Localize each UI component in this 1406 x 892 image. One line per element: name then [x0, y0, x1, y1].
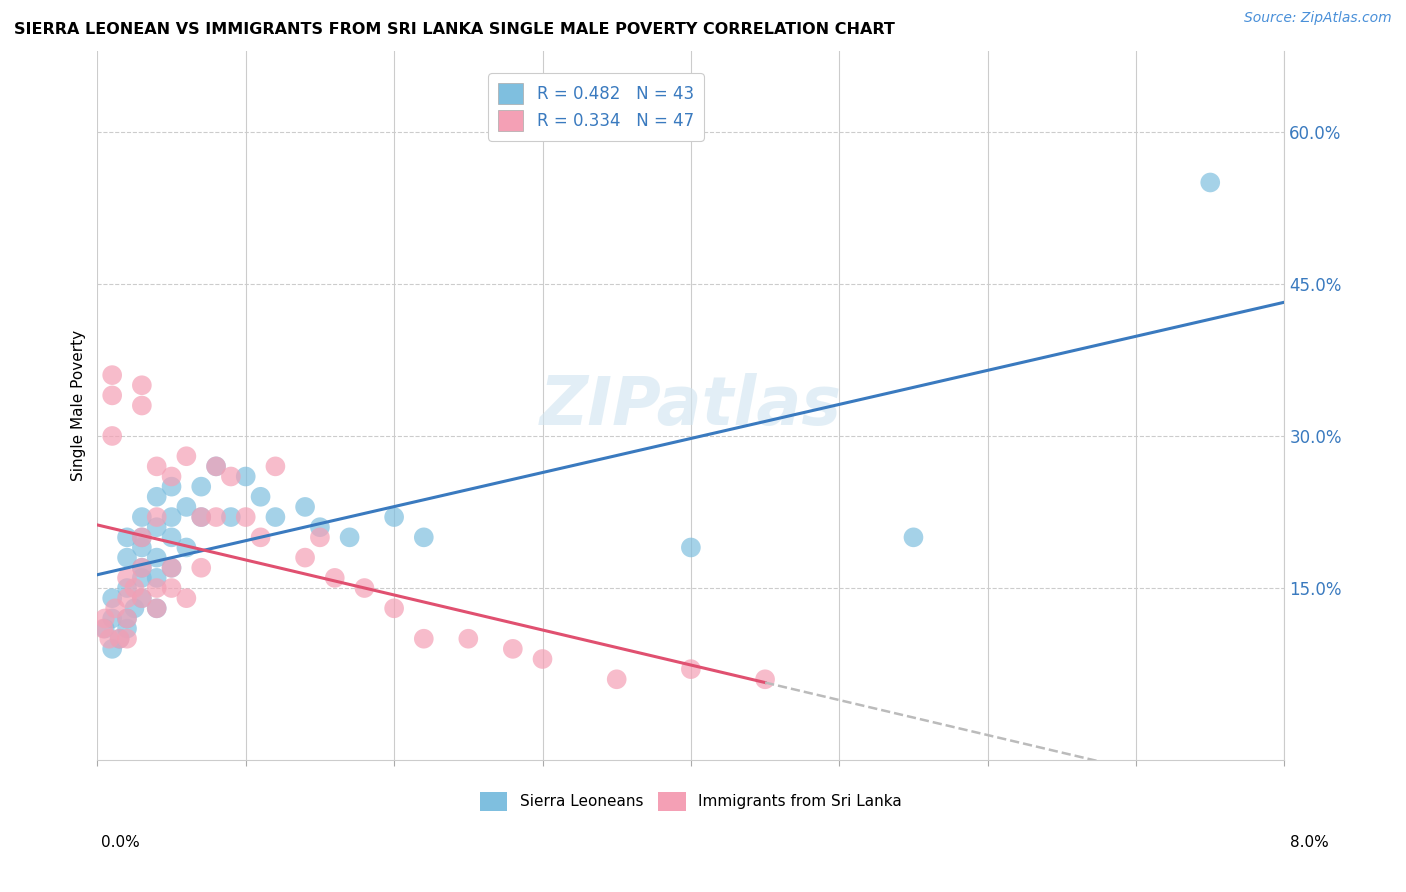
- Point: [294, 550, 316, 565]
- Point: [101, 611, 124, 625]
- Point: [131, 378, 153, 392]
- Point: [104, 601, 127, 615]
- Point: [145, 571, 167, 585]
- Point: [219, 510, 242, 524]
- Point: [101, 641, 124, 656]
- Point: [131, 560, 153, 574]
- Point: [160, 510, 183, 524]
- Point: [531, 652, 554, 666]
- Point: [160, 480, 183, 494]
- Point: [115, 632, 138, 646]
- Point: [219, 469, 242, 483]
- Point: [294, 500, 316, 514]
- Point: [145, 601, 167, 615]
- Point: [101, 429, 124, 443]
- Point: [235, 510, 257, 524]
- Point: [145, 510, 167, 524]
- Point: [412, 530, 434, 544]
- Point: [115, 571, 138, 585]
- Point: [249, 490, 271, 504]
- Point: [115, 530, 138, 544]
- Point: [205, 510, 228, 524]
- Point: [205, 459, 228, 474]
- Point: [679, 541, 702, 555]
- Point: [502, 641, 524, 656]
- Point: [339, 530, 361, 544]
- Point: [131, 530, 153, 544]
- Point: [101, 388, 124, 402]
- Point: [101, 368, 124, 383]
- Point: [131, 591, 153, 606]
- Point: [145, 581, 167, 595]
- Point: [131, 571, 153, 585]
- Point: [190, 510, 212, 524]
- Point: [353, 581, 375, 595]
- Text: 0.0%: 0.0%: [101, 836, 141, 850]
- Point: [160, 560, 183, 574]
- Point: [101, 591, 124, 606]
- Point: [205, 459, 228, 474]
- Point: [115, 611, 138, 625]
- Point: [94, 611, 117, 625]
- Point: [235, 469, 257, 483]
- Point: [160, 560, 183, 574]
- Point: [131, 399, 153, 413]
- Point: [131, 530, 153, 544]
- Point: [309, 530, 332, 544]
- Point: [115, 622, 138, 636]
- Point: [606, 673, 628, 687]
- Point: [160, 530, 183, 544]
- Point: [124, 601, 146, 615]
- Point: [249, 530, 271, 544]
- Point: [115, 581, 138, 595]
- Point: [754, 673, 776, 687]
- Legend: Sierra Leoneans, Immigrants from Sri Lanka: Sierra Leoneans, Immigrants from Sri Lan…: [474, 786, 908, 816]
- Point: [457, 632, 479, 646]
- Text: Source: ZipAtlas.com: Source: ZipAtlas.com: [1244, 11, 1392, 25]
- Point: [412, 632, 434, 646]
- Point: [903, 530, 925, 544]
- Point: [382, 510, 405, 524]
- Point: [264, 510, 287, 524]
- Point: [176, 591, 198, 606]
- Point: [190, 560, 212, 574]
- Point: [115, 611, 138, 625]
- Point: [190, 480, 212, 494]
- Point: [131, 560, 153, 574]
- Point: [115, 591, 138, 606]
- Point: [94, 622, 117, 636]
- Point: [160, 581, 183, 595]
- Point: [323, 571, 346, 585]
- Point: [131, 541, 153, 555]
- Point: [145, 490, 167, 504]
- Point: [124, 581, 146, 595]
- Point: [145, 601, 167, 615]
- Point: [98, 632, 121, 646]
- Point: [115, 550, 138, 565]
- Text: ZIPatlas: ZIPatlas: [540, 373, 842, 439]
- Point: [190, 510, 212, 524]
- Point: [131, 591, 153, 606]
- Point: [679, 662, 702, 676]
- Y-axis label: Single Male Poverty: Single Male Poverty: [72, 330, 86, 481]
- Point: [145, 550, 167, 565]
- Point: [145, 459, 167, 474]
- Point: [145, 520, 167, 534]
- Point: [160, 469, 183, 483]
- Point: [108, 632, 131, 646]
- Point: [91, 622, 114, 636]
- Point: [176, 541, 198, 555]
- Text: SIERRA LEONEAN VS IMMIGRANTS FROM SRI LANKA SINGLE MALE POVERTY CORRELATION CHAR: SIERRA LEONEAN VS IMMIGRANTS FROM SRI LA…: [14, 22, 896, 37]
- Point: [309, 520, 332, 534]
- Text: 8.0%: 8.0%: [1289, 836, 1329, 850]
- Point: [1199, 176, 1222, 190]
- Point: [264, 459, 287, 474]
- Point: [176, 500, 198, 514]
- Point: [382, 601, 405, 615]
- Point: [108, 632, 131, 646]
- Point: [131, 510, 153, 524]
- Point: [176, 449, 198, 463]
